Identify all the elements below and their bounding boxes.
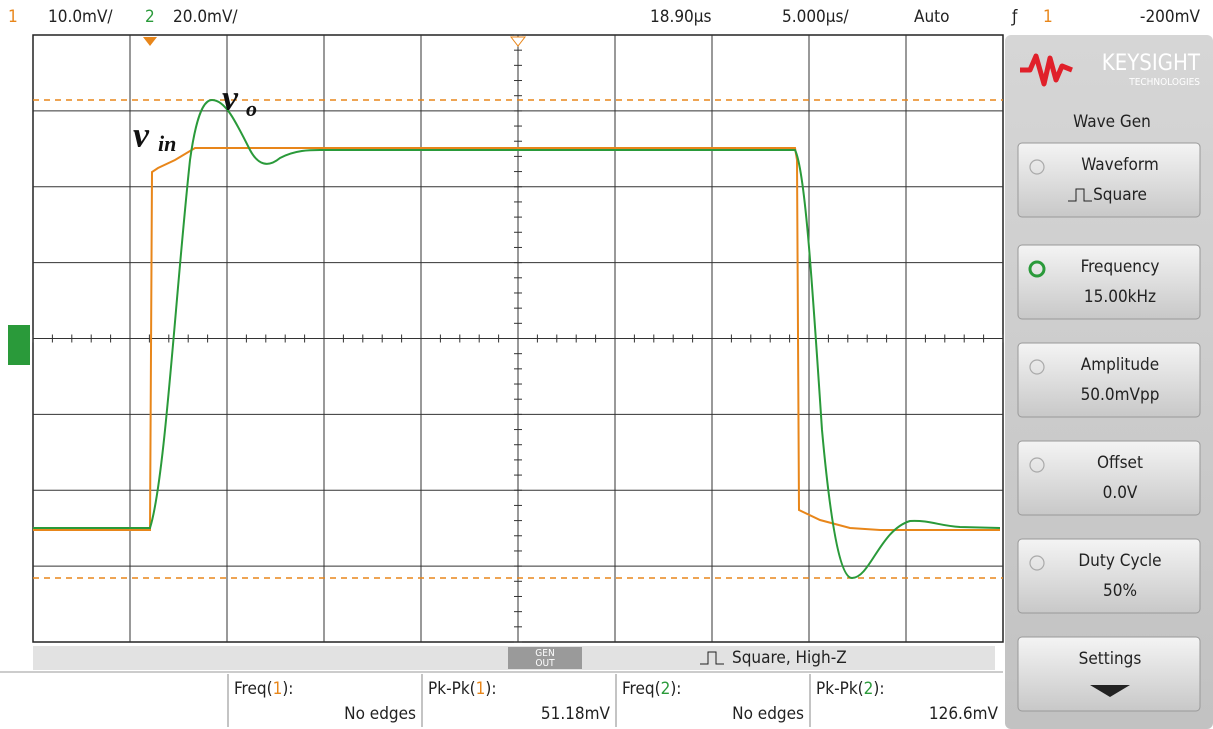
gen-out: OUT <box>535 658 555 669</box>
ground-marker <box>8 325 30 365</box>
time-scale: 5.000µs/ <box>782 7 849 27</box>
label-prefix: Freq( <box>622 679 661 699</box>
label-suffix: ): <box>485 679 496 699</box>
measurement-label: Freq(2): <box>622 679 681 699</box>
softkey-value: 50% <box>1103 581 1137 601</box>
brand-sub: TECHNOLOGIES <box>1128 77 1200 88</box>
measurement-label: Freq(1): <box>234 679 293 699</box>
brand: KEYSIGHT <box>1102 51 1201 76</box>
trigger-level: -200mV <box>1140 7 1201 27</box>
softkey-value: Square <box>1093 185 1147 205</box>
softkey-label: Waveform <box>1081 155 1159 175</box>
measurement-value: 51.18mV <box>541 704 611 724</box>
label-suffix: ): <box>670 679 681 699</box>
softkey-label: Amplitude <box>1081 355 1159 375</box>
ch1-number: 1 <box>8 7 18 27</box>
softkey-label: Settings <box>1079 649 1142 669</box>
ch2-number: 2 <box>145 7 155 27</box>
label-prefix: Freq( <box>234 679 273 699</box>
measurement-value: No edges <box>344 704 416 724</box>
scope-screen: 1 10.0mV/ 2 20.0mV/ 18.90µs 5.000µs/ Aut… <box>0 0 1213 729</box>
panel-title: Wave Gen <box>1073 112 1151 132</box>
label-prefix: Pk-Pk( <box>428 679 476 699</box>
ch2-scale: 20.0mV/ <box>173 7 238 27</box>
softkey-label: Offset <box>1097 453 1143 473</box>
annotation-vo-sub: o <box>246 96 257 121</box>
channel: 1 <box>476 679 486 699</box>
label-suffix: ): <box>873 679 884 699</box>
time-delay: 18.90µs <box>650 7 711 27</box>
measurement-label: Pk-Pk(1): <box>428 679 497 699</box>
measurement-value: No edges <box>732 704 804 724</box>
annotation-vo: v <box>222 77 239 117</box>
annotation-vin-sub: in <box>158 131 176 156</box>
trigger-edge: ƒ <box>1011 7 1018 27</box>
trigger-source: 1 <box>1043 7 1053 27</box>
channel: 2 <box>661 679 671 699</box>
channel: 2 <box>864 679 874 699</box>
softkey-label: Frequency <box>1081 257 1160 277</box>
label-prefix: Pk-Pk( <box>816 679 864 699</box>
channel: 1 <box>273 679 283 699</box>
softkey-value: 15.00kHz <box>1084 287 1156 307</box>
softkey-label: Duty Cycle <box>1078 551 1161 571</box>
gen-output: Square, High-Z <box>732 648 847 668</box>
annotation-vin: v <box>133 114 150 154</box>
ch1-scale: 10.0mV/ <box>48 7 113 27</box>
softkey-value: 0.0V <box>1103 483 1138 503</box>
measurement-value: 126.6mV <box>929 704 999 724</box>
trigger-mode: Auto <box>914 7 950 27</box>
measurement-label: Pk-Pk(2): <box>816 679 885 699</box>
label-suffix: ): <box>282 679 293 699</box>
softkey-value: 50.0mVpp <box>1081 385 1160 405</box>
